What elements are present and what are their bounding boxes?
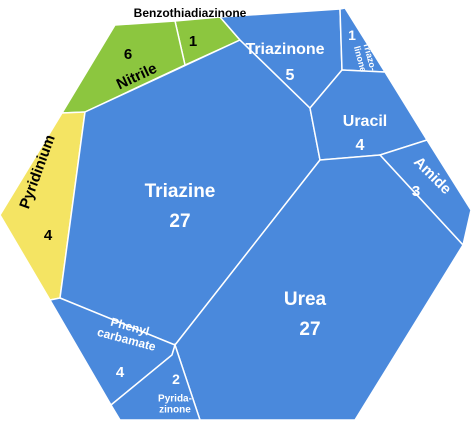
value-label: 6	[124, 46, 132, 63]
value-label: 4	[116, 364, 125, 381]
value-label: 1	[348, 27, 356, 43]
value-label: 4	[44, 227, 53, 244]
cell-label: Triazine	[145, 181, 216, 202]
value-label: 2	[172, 371, 180, 387]
cell-label: Urea	[284, 289, 327, 310]
value-label: 3	[412, 183, 420, 200]
cell-label: Uracil	[343, 113, 387, 130]
value-label: 27	[169, 211, 190, 232]
cell	[110, 342, 202, 421]
cell-label: Benzothiadiazinone	[134, 6, 247, 20]
value-label: 4	[356, 137, 365, 154]
cell-label: Pyrida-zinone	[158, 393, 192, 415]
value-label: 5	[286, 67, 295, 84]
value-label: 1	[189, 33, 197, 50]
value-label: 27	[299, 319, 320, 340]
cell-label: Triazinone	[245, 41, 324, 58]
